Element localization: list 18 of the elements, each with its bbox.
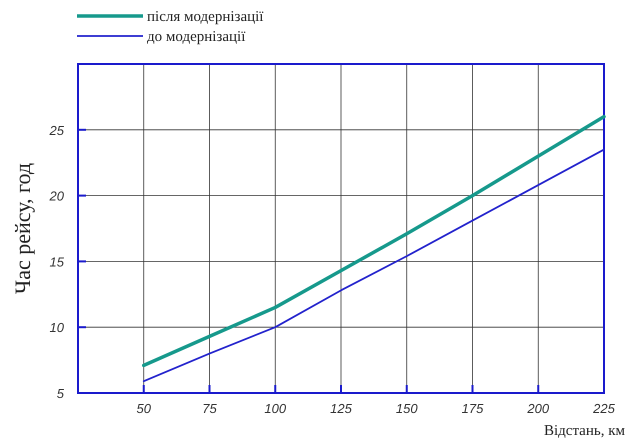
x-tick-label: 75	[202, 401, 218, 416]
y-tick-label: 25	[48, 122, 65, 138]
x-tick-label: 50	[136, 401, 152, 416]
x-tick-label: 225	[592, 401, 616, 416]
y-tick-label: 15	[50, 254, 65, 270]
x-axis-title: Відстань, км	[544, 423, 626, 439]
y-tick-label: 5	[56, 386, 65, 401]
line-series	[142, 114, 606, 368]
x-tick-label: 150	[396, 401, 418, 416]
legend-label: після модернізації	[147, 9, 264, 25]
x-tick-label: 175	[462, 401, 484, 416]
x-tick-label: 100	[264, 401, 287, 416]
y-axis-title: Час рейсу, год	[10, 162, 35, 294]
y-tick-label: 20	[48, 188, 65, 204]
y-tick-label: 10	[50, 320, 65, 336]
legend-label: до модернізації	[147, 29, 246, 45]
x-tick-label: 125	[330, 401, 353, 416]
x-tick-label: 200	[526, 401, 550, 416]
